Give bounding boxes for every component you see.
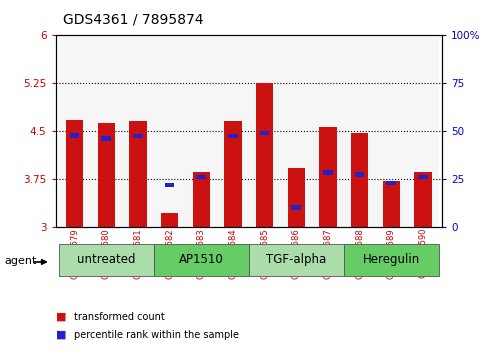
Bar: [197, 175, 206, 179]
Bar: [101, 136, 111, 141]
FancyBboxPatch shape: [249, 244, 344, 276]
Bar: [133, 134, 142, 138]
Bar: [407, 35, 439, 227]
Text: percentile rank within the sample: percentile rank within the sample: [74, 330, 239, 339]
Bar: [291, 205, 301, 210]
Bar: [323, 170, 333, 175]
Text: AP1510: AP1510: [179, 253, 224, 266]
Bar: [319, 126, 337, 227]
Bar: [287, 168, 305, 227]
Bar: [224, 121, 242, 227]
Bar: [59, 35, 90, 227]
Bar: [418, 175, 428, 179]
Text: untreated: untreated: [77, 253, 135, 266]
Bar: [281, 35, 312, 227]
Text: agent: agent: [5, 256, 37, 266]
Text: GDS4361 / 7895874: GDS4361 / 7895874: [63, 12, 203, 27]
Bar: [66, 120, 83, 227]
Bar: [375, 35, 407, 227]
Bar: [351, 133, 369, 227]
FancyBboxPatch shape: [154, 244, 249, 276]
Bar: [185, 35, 217, 227]
Bar: [249, 35, 281, 227]
Bar: [122, 35, 154, 227]
Bar: [217, 35, 249, 227]
Bar: [312, 35, 344, 227]
Bar: [193, 172, 210, 227]
Bar: [70, 133, 79, 138]
Bar: [154, 35, 185, 227]
FancyBboxPatch shape: [59, 244, 154, 276]
Text: TGF-alpha: TGF-alpha: [266, 253, 327, 266]
Bar: [386, 181, 396, 185]
Text: ■: ■: [56, 312, 66, 322]
Bar: [98, 123, 115, 227]
Bar: [129, 121, 147, 227]
Text: Heregulin: Heregulin: [363, 253, 420, 266]
Bar: [414, 172, 432, 227]
Bar: [161, 212, 178, 227]
FancyBboxPatch shape: [344, 244, 439, 276]
Bar: [90, 35, 122, 227]
Bar: [260, 131, 270, 135]
Bar: [228, 134, 238, 138]
Bar: [383, 181, 400, 227]
Bar: [344, 35, 375, 227]
Bar: [165, 183, 174, 187]
Text: ■: ■: [56, 330, 66, 339]
Text: transformed count: transformed count: [74, 312, 165, 322]
Bar: [256, 83, 273, 227]
Bar: [355, 172, 364, 177]
